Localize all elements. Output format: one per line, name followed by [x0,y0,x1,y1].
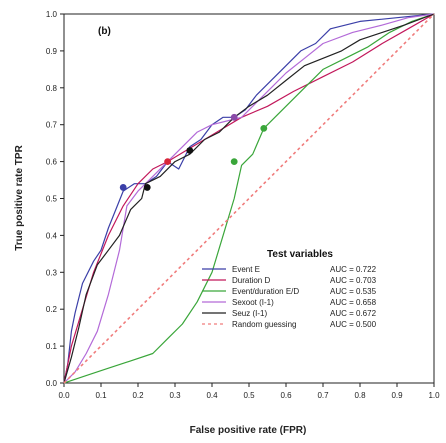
cutoff-marker-1 [143,184,151,191]
cutoff-marker-5 [230,113,238,121]
y-tick-label: 0.2 [46,305,58,314]
y-tick-label: 0.8 [46,84,58,93]
y-tick-label: 0.7 [46,121,58,130]
roc-curve-1 [63,13,435,384]
legend-auc-value: AUC = 0.658 [330,298,377,307]
legend-series-name: Duration D [232,276,270,285]
legend-series-name: Event E [232,265,260,274]
y-tick-label: 0.0 [46,379,58,388]
x-tick-label: 0.6 [280,391,292,400]
x-axis-ticks: 0.0 0.1 0.2 0.3 0.4 0.5 0.6 0.7 0.8 0.9 1.0 [58,383,440,400]
x-tick-label: 1.0 [428,391,440,400]
x-tick-label: 0.7 [317,391,329,400]
legend-auc-value: AUC = 0.722 [330,265,377,274]
x-tick-label: 0.3 [169,391,181,400]
optimal-cutoff-markers [119,113,268,191]
cutoff-marker-4 [230,158,238,166]
legend-series-name: Seuz (I-1) [232,309,267,318]
legend-series-name: Random guessing [232,320,296,329]
x-tick-label: 0.0 [58,391,70,400]
y-tick-label: 0.6 [46,158,58,167]
legend-auc-value: AUC = 0.500 [330,320,377,329]
cutoff-marker-6 [260,124,268,132]
x-tick-label: 0.9 [391,391,403,400]
y-tick-label: 0.5 [46,195,58,204]
x-tick-label: 0.2 [132,391,144,400]
legend-title: Test variables [267,249,333,260]
roc-curve-0 [63,13,435,384]
y-tick-label: 0.1 [46,342,58,351]
roc-curves [63,13,435,384]
y-axis-ticks: 0.0 0.1 0.2 0.3 0.4 0.5 0.6 0.7 0.8 0.9 1.0 [46,10,64,388]
panel-label: (b) [98,26,111,37]
cutoff-marker-0 [119,184,127,191]
x-tick-label: 0.4 [206,391,218,400]
legend-series-name: Event/duration E/D [232,287,299,296]
legend-auc-value: AUC = 0.535 [330,287,377,296]
x-axis-label: False positive rate (FPR) [190,425,307,436]
y-tick-label: 0.9 [46,47,58,56]
legend-auc-value: AUC = 0.703 [330,276,377,285]
roc-curve-3 [63,13,435,384]
x-tick-label: 0.5 [243,391,255,400]
y-tick-label: 0.4 [46,231,58,240]
legend-items: Event E AUC = 0.722 Duration D AUC = 0.703 E… [202,265,377,329]
cutoff-marker-2 [164,158,172,166]
y-tick-label: 0.3 [46,268,58,277]
roc-curve-2 [63,13,435,384]
roc-curve-4 [63,13,435,384]
y-tick-label: 1.0 [46,10,58,19]
legend: Test variables Event E AUC = 0.722 Duratio… [202,249,377,329]
x-tick-label: 0.8 [354,391,366,400]
x-tick-label: 0.1 [95,391,107,400]
legend-auc-value: AUC = 0.672 [330,309,377,318]
y-axis-label: True positive rate TPR [14,144,25,250]
legend-series-name: Sexoot (I-1) [232,298,274,307]
cutoff-marker-3 [186,147,194,154]
